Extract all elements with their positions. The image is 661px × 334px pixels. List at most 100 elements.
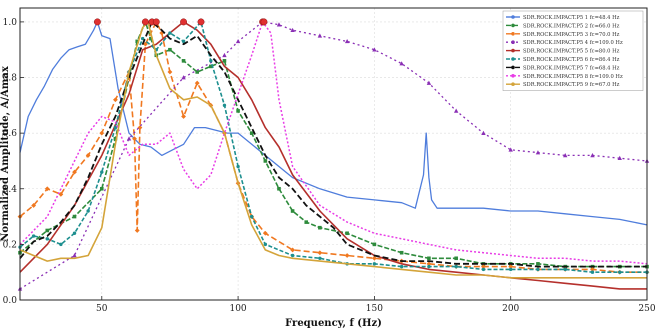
data-point <box>99 186 104 191</box>
data-point <box>181 59 186 63</box>
data-point <box>86 209 90 213</box>
data-point <box>58 191 64 197</box>
legend-marker <box>511 23 515 28</box>
series-line <box>19 21 647 279</box>
peak-marker <box>260 18 268 26</box>
legend: SDR.ROCK.IMPACT.P5 1 fc=48.4 Hz SDR.ROCK.… <box>502 10 644 91</box>
data-point <box>290 247 296 253</box>
data-point <box>44 186 50 192</box>
legend-entry: SDR.ROCK.IMPACT.P5 4 fc=109.0 Hz <box>506 40 623 46</box>
peak-marker <box>180 18 188 26</box>
data-point <box>372 262 377 266</box>
legend-label: SDR.ROCK.IMPACT.P5 1 fc=48.4 Hz <box>523 15 620 21</box>
data-point <box>399 61 404 66</box>
data-point <box>399 250 404 255</box>
data-point <box>426 261 432 267</box>
data-point <box>140 36 145 41</box>
data-point <box>236 164 240 169</box>
legend-label: SDR.ROCK.IMPACT.P5 7 fc=68.4 Hz <box>523 65 620 71</box>
data-point <box>263 242 268 247</box>
data-point <box>113 125 118 130</box>
data-point <box>318 256 322 260</box>
data-point <box>31 203 37 208</box>
x-tick-label: 200 <box>502 304 519 314</box>
data-point <box>113 97 118 103</box>
peak-marker <box>93 18 101 26</box>
series-9 <box>19 21 647 279</box>
legend-box <box>502 10 644 91</box>
peak-marker <box>197 18 205 26</box>
data-point <box>481 264 486 270</box>
series-4 <box>17 19 650 291</box>
data-point <box>235 38 241 44</box>
data-point <box>454 256 458 261</box>
data-point <box>590 267 595 272</box>
data-point <box>277 186 281 191</box>
legend-label: SDR.ROCK.IMPACT.P5 5 fc=80.0 Hz <box>523 49 620 55</box>
legend-label: SDR.ROCK.IMPACT.P5 6 fc=86.4 Hz <box>523 57 620 63</box>
data-point <box>222 52 227 58</box>
data-point <box>317 250 323 256</box>
data-point <box>134 228 140 233</box>
data-point <box>222 59 227 63</box>
y-tick-label: 0.6 <box>3 129 18 139</box>
data-point <box>590 270 595 274</box>
data-point <box>372 242 377 247</box>
data-point <box>481 267 486 272</box>
data-point <box>617 155 622 160</box>
data-point <box>31 234 36 238</box>
data-point <box>149 36 153 41</box>
data-point <box>195 70 199 74</box>
data-point <box>344 38 350 44</box>
data-point <box>427 256 431 261</box>
legend-entry: SDR.ROCK.IMPACT.P5 2 fc=66.0 Hz <box>506 23 620 29</box>
data-point <box>249 131 254 135</box>
series-line <box>19 21 648 226</box>
data-point <box>454 264 458 269</box>
data-point <box>113 136 118 141</box>
data-point <box>181 75 186 80</box>
legend-label: SDR.ROCK.IMPACT.P5 4 fc=109.0 Hz <box>523 40 623 46</box>
y-axis-label: Normalized Amplitude, A/Amax <box>0 65 11 242</box>
data-point <box>209 59 213 63</box>
data-point <box>250 214 254 219</box>
series-line <box>19 21 647 268</box>
legend-marker <box>511 48 515 53</box>
data-point <box>344 253 350 258</box>
data-point <box>590 152 595 158</box>
data-point <box>181 39 186 44</box>
peak-marker <box>152 18 160 26</box>
peak-marker <box>141 18 149 26</box>
legend-marker <box>511 32 515 36</box>
legend-marker <box>511 57 515 61</box>
data-point <box>137 125 143 130</box>
series-line <box>19 21 647 268</box>
data-point <box>290 253 295 258</box>
data-point <box>72 253 77 258</box>
data-point <box>481 130 486 135</box>
data-point <box>59 242 63 247</box>
data-point <box>85 152 91 158</box>
x-tick-label: 50 <box>96 304 108 314</box>
legend-entry: SDR.ROCK.IMPACT.P5 6 fc=86.4 Hz <box>506 57 620 63</box>
data-point <box>135 39 140 44</box>
x-tick-label: 250 <box>638 304 655 314</box>
data-point <box>508 267 513 272</box>
legend-label: SDR.ROCK.IMPACT.P5 2 fc=66.0 Hz <box>523 23 620 29</box>
data-point <box>290 27 295 33</box>
data-point <box>317 33 323 38</box>
data-point <box>536 267 540 272</box>
data-point <box>508 264 514 270</box>
data-point <box>181 114 186 119</box>
peak-markers <box>93 18 268 26</box>
data-point <box>209 64 213 69</box>
data-point <box>453 108 459 113</box>
legend-entry: SDR.ROCK.IMPACT.P5 7 fc=68.4 Hz <box>506 65 620 71</box>
data-point <box>427 264 431 269</box>
series-7 <box>19 21 647 268</box>
data-point <box>536 262 540 266</box>
data-point <box>72 231 77 235</box>
legend-label: SDR.ROCK.IMPACT.P5 3 fc=70.0 Hz <box>523 32 620 38</box>
data-point <box>194 80 200 86</box>
